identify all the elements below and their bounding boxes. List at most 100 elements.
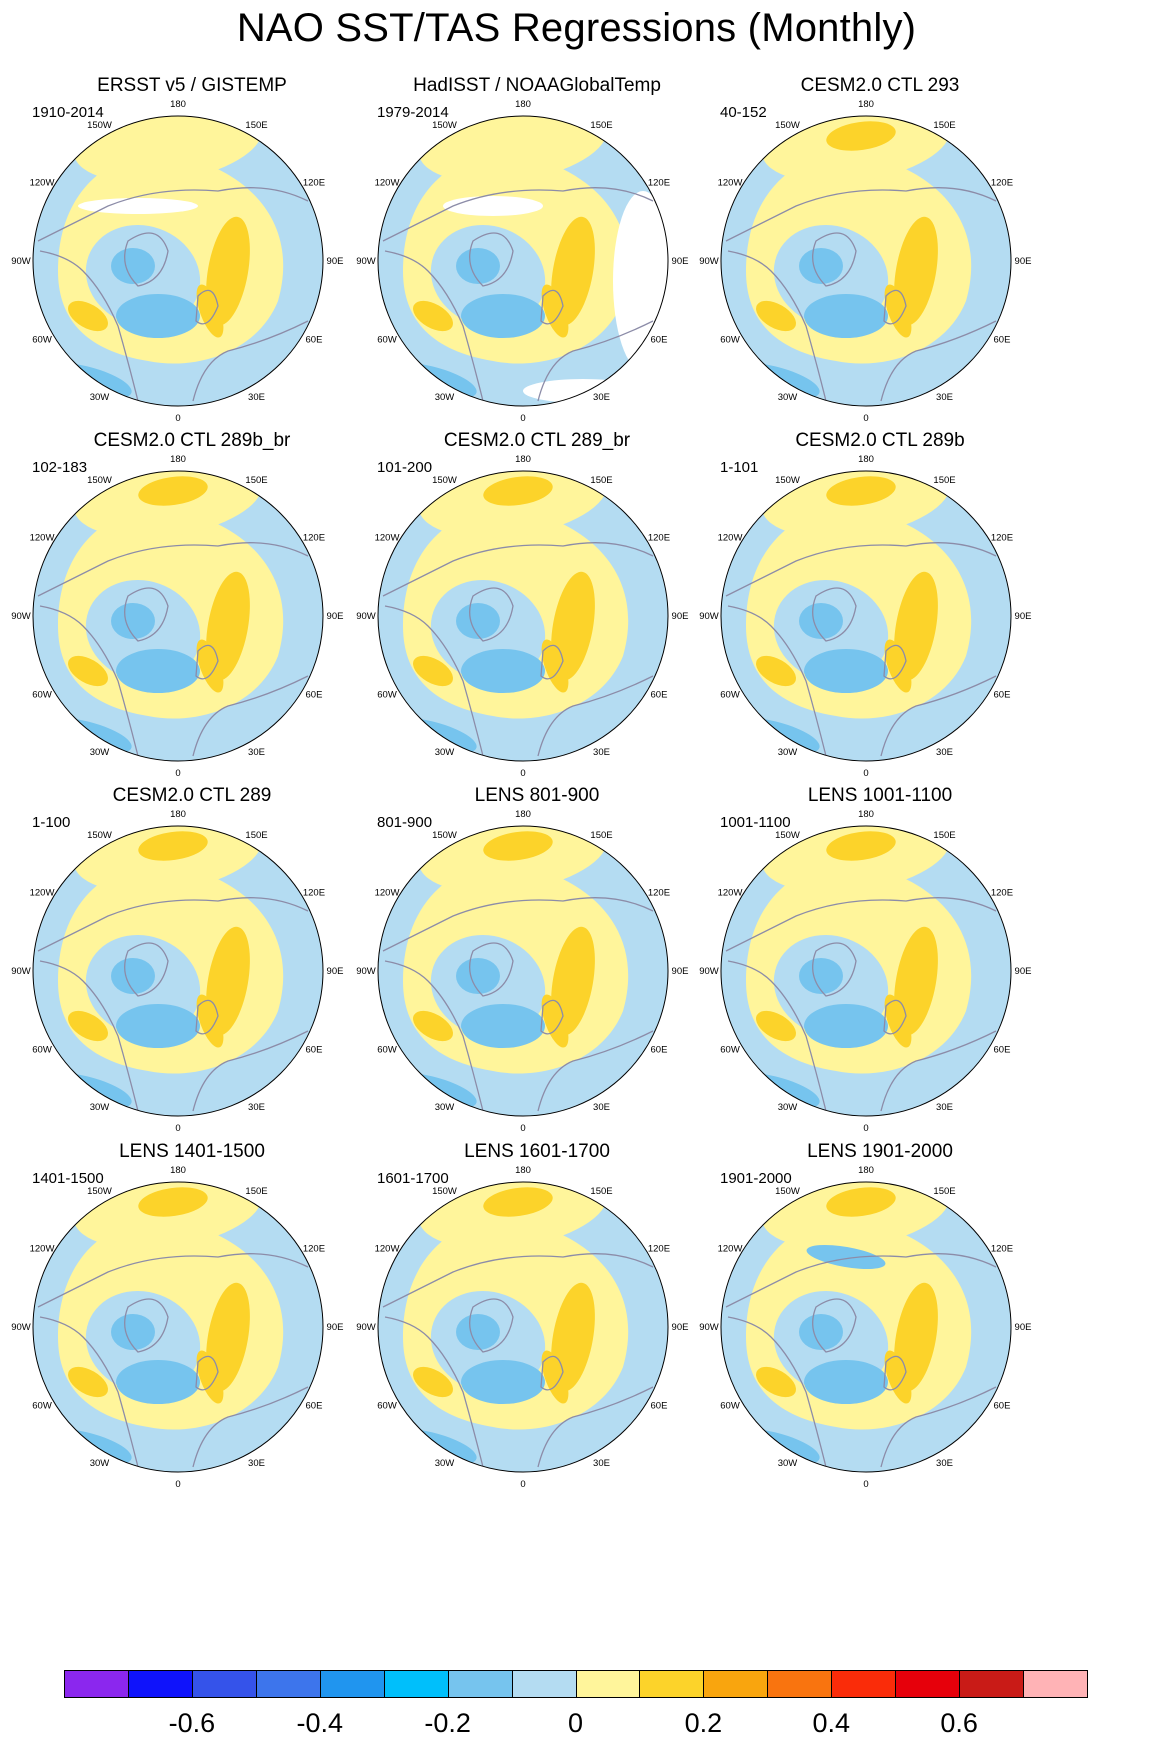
eurasia-positive-core	[206, 1282, 250, 1392]
longitude-label: 90W	[356, 611, 376, 622]
coastline	[39, 960, 139, 1112]
longitude-label: 60E	[994, 1045, 1011, 1056]
eurasia-positive-core	[894, 926, 938, 1036]
coastline	[469, 1298, 514, 1353]
colorbar-bin	[703, 1670, 769, 1698]
map-boundary	[720, 825, 1012, 1117]
greenland-negative-core	[456, 958, 500, 994]
coastline	[37, 1253, 309, 1308]
greenland-negative-core	[111, 248, 155, 284]
greenland-negative-core	[111, 1314, 155, 1350]
eurasia-positive-core	[206, 926, 250, 1036]
longitude-label: 90W	[11, 611, 31, 622]
longitude-label: 180	[515, 1165, 531, 1176]
longitude-label: 90W	[11, 966, 31, 977]
coastline	[880, 675, 997, 757]
longitude-label: 150W	[775, 830, 800, 841]
longitude-label: 30E	[248, 392, 265, 403]
longitude-label: 30E	[936, 392, 953, 403]
longitude-label: 150E	[245, 475, 267, 486]
longitude-label: 90W	[356, 966, 376, 977]
map-boundary	[377, 825, 669, 1117]
panel-period: 40-152	[720, 104, 767, 121]
longitude-label: 150E	[933, 830, 955, 841]
polar-map: 180 150E 120E 90E 60E 30E 0 30W 60W 90W 120W 150W	[356, 1165, 689, 1490]
longitude-label: 60E	[306, 1401, 323, 1412]
coastline	[37, 187, 309, 242]
longitude-label: 30W	[90, 1458, 110, 1469]
scandinavia-positive-core	[884, 994, 912, 1048]
longitude-label: 30W	[90, 1102, 110, 1113]
pacific-positive-core	[138, 476, 208, 506]
coastline	[195, 644, 219, 680]
labrador-negative-core	[461, 649, 545, 693]
panel-title: LENS 1901-2000	[807, 1141, 953, 1162]
greenland-negative-core	[456, 1314, 500, 1350]
eurasia-positive-core	[551, 1282, 595, 1392]
longitude-label: 120W	[30, 178, 55, 189]
panel-title: LENS 801-900	[474, 785, 600, 806]
longitude-label: 60W	[720, 335, 740, 346]
colorbar-bin	[127, 1670, 193, 1698]
longitude-label: 90W	[11, 256, 31, 267]
panel-period: 1-100	[32, 814, 71, 831]
map-boundary	[32, 1181, 324, 1473]
longitude-label: 90W	[356, 256, 376, 267]
pacific-positive-core	[138, 1187, 208, 1217]
longitude-label: 30W	[90, 747, 110, 758]
labrador-negative-core	[116, 1360, 200, 1404]
longitude-label: 30E	[936, 747, 953, 758]
coastline	[537, 320, 654, 402]
north-pacific-negative-core	[806, 1244, 886, 1270]
polar-map: 180 150E 120E 90E 60E 30E 0 30W 60W 90W 120W 150W	[356, 99, 688, 424]
longitude-label: 120E	[648, 888, 670, 899]
longitude-label: 180	[858, 99, 874, 110]
longitude-label: 30E	[593, 392, 610, 403]
colorbar-bin	[959, 1670, 1025, 1698]
panel-title: ERSST v5 / GISTEMP	[97, 75, 287, 96]
map-boundary	[32, 825, 324, 1117]
longitude-label: 60E	[306, 335, 323, 346]
coastline	[382, 897, 654, 952]
colorbar-tick-label: -0.4	[296, 1708, 344, 1738]
coastline	[195, 289, 219, 325]
longitude-label: 120W	[718, 1244, 743, 1255]
panel-period: 1001-1100	[720, 814, 791, 831]
longitude-label: 150W	[87, 830, 112, 841]
map-panel: CESM2.0 CTL 293 180 150E 120E 90E 60E 30E 0 30W 6…	[688, 75, 1068, 470]
panel-period: 1901-2000	[720, 1170, 792, 1187]
longitude-label: 180	[170, 1165, 186, 1176]
longitude-label: 120E	[303, 1244, 325, 1255]
longitude-label: 30W	[435, 747, 455, 758]
longitude-label: 120W	[718, 533, 743, 544]
atlantic-positive-core	[68, 655, 108, 687]
longitude-label: 90W	[699, 256, 719, 267]
longitude-label: 30E	[248, 1102, 265, 1113]
map-boundary	[377, 1181, 669, 1473]
coastline	[812, 587, 857, 642]
panel-title: CESM2.0 CTL 289b_br	[93, 430, 291, 451]
colorbar-bin	[831, 1670, 897, 1698]
eurasia-positive-core	[894, 1282, 938, 1392]
longitude-label: 60E	[651, 1045, 668, 1056]
coastline	[124, 232, 169, 287]
coastline	[880, 1386, 997, 1468]
scandinavia-positive-core	[196, 994, 224, 1048]
coastline	[812, 942, 857, 997]
coastline	[537, 675, 654, 757]
panel-title: LENS 1601-1700	[464, 1141, 610, 1162]
scandinavia-positive-core	[196, 1350, 224, 1404]
coastline	[540, 644, 564, 680]
greenland-negative-core	[799, 1314, 843, 1350]
coastline	[883, 289, 907, 325]
coastline	[195, 999, 219, 1035]
longitude-label: 60W	[720, 690, 740, 701]
map-boundary	[32, 115, 324, 407]
coastline	[883, 1355, 907, 1391]
greenland-negative-core	[456, 248, 500, 284]
longitude-label: 90E	[672, 1322, 689, 1333]
longitude-label: 120E	[991, 1244, 1013, 1255]
atlantic-positive-core	[413, 1366, 453, 1398]
longitude-label: 60W	[720, 1401, 740, 1412]
